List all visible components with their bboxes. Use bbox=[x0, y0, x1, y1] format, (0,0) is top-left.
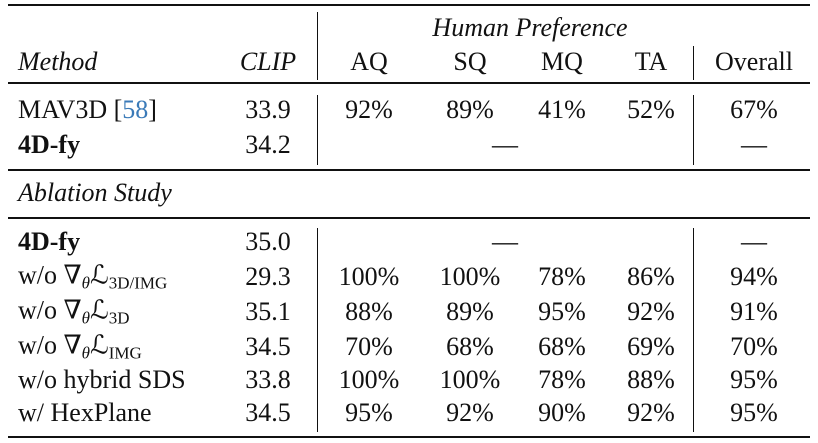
method-name: w/o hybrid SDS bbox=[18, 365, 186, 394]
column-header: AQ bbox=[350, 47, 388, 76]
overall-score: 95% bbox=[730, 365, 778, 394]
section-rule bbox=[8, 217, 810, 219]
preference-score: 88% bbox=[345, 297, 393, 326]
preference-empty: — bbox=[492, 227, 518, 256]
method-text: w/o ∇ bbox=[18, 260, 82, 290]
column-header: CLIP bbox=[239, 47, 297, 76]
column-header: SQ bbox=[453, 47, 487, 76]
preference-score: 95% bbox=[345, 398, 393, 427]
preference-score: 92% bbox=[345, 95, 393, 124]
preference-score: 41% bbox=[538, 95, 586, 124]
method-cell: w/o ∇θℒ3D bbox=[18, 295, 130, 328]
clip-score: 33.8 bbox=[245, 365, 291, 394]
loss-symbol: ℒ bbox=[90, 260, 109, 290]
column-divider bbox=[693, 95, 694, 165]
method-name: 4D-fy bbox=[18, 227, 81, 256]
method-cell: w/ HexPlane bbox=[18, 400, 152, 426]
preference-score: 92% bbox=[627, 297, 675, 326]
citation-bracket: [ bbox=[113, 95, 123, 124]
group-header: Human Preference bbox=[432, 13, 628, 42]
clip-score: 35.0 bbox=[245, 227, 291, 256]
clip-score: 34.5 bbox=[245, 398, 291, 427]
method-name: MAV3D bbox=[18, 95, 108, 124]
clip-score: 35.1 bbox=[245, 297, 291, 326]
clip-score: 33.9 bbox=[245, 95, 291, 124]
clip-score: 29.3 bbox=[245, 262, 291, 291]
method-cell: 4D-fy bbox=[18, 229, 80, 255]
overall-score: 94% bbox=[730, 262, 778, 291]
preference-score: 70% bbox=[345, 332, 393, 361]
method-cell: 4D-fy bbox=[18, 132, 80, 158]
preference-score: 78% bbox=[538, 365, 586, 394]
method-name: w/ HexPlane bbox=[18, 398, 152, 427]
method-cell: w/o hybrid SDS bbox=[18, 367, 186, 393]
overall-score: — bbox=[741, 130, 767, 159]
method-cell: MAV3D [58] bbox=[18, 97, 157, 123]
preference-score: 52% bbox=[627, 95, 675, 124]
preference-score: 89% bbox=[446, 297, 494, 326]
method-cell: w/o ∇θℒIMG bbox=[18, 330, 142, 363]
overall-score: 70% bbox=[730, 332, 778, 361]
overall-score: 95% bbox=[730, 398, 778, 427]
gradient-subscript: θ bbox=[81, 273, 91, 293]
loss-subscript: 3D/IMG bbox=[108, 273, 168, 293]
preference-score: 68% bbox=[446, 332, 494, 361]
section-title: Ablation Study bbox=[18, 178, 172, 207]
preference-score: 89% bbox=[446, 95, 494, 124]
loss-subscript: 3D bbox=[108, 308, 130, 328]
column-divider bbox=[317, 228, 318, 432]
column-header: MQ bbox=[541, 47, 583, 76]
column-divider bbox=[693, 46, 694, 80]
column-divider bbox=[693, 228, 694, 432]
column-header: Method bbox=[18, 47, 98, 76]
clip-score: 34.2 bbox=[245, 130, 291, 159]
column-header: Overall bbox=[715, 47, 793, 76]
preference-score: 100% bbox=[439, 262, 501, 291]
gradient-subscript: θ bbox=[81, 308, 91, 328]
bottom-rule bbox=[8, 436, 810, 438]
citation-bracket: ] bbox=[148, 95, 157, 124]
column-divider bbox=[317, 95, 318, 165]
overall-score: 67% bbox=[730, 95, 778, 124]
preference-score: 88% bbox=[627, 365, 675, 394]
preference-score: 95% bbox=[538, 297, 586, 326]
preference-score: 90% bbox=[538, 398, 586, 427]
column-header: TA bbox=[634, 47, 668, 76]
preference-score: 92% bbox=[627, 398, 675, 427]
loss-symbol: ℒ bbox=[90, 330, 109, 360]
section-rule bbox=[8, 169, 810, 171]
method-cell: w/o ∇θℒ3D/IMG bbox=[18, 260, 168, 293]
method-text: w/o ∇ bbox=[18, 330, 82, 360]
preference-score: 68% bbox=[538, 332, 586, 361]
overall-score: — bbox=[741, 227, 767, 256]
preference-score: 100% bbox=[439, 365, 501, 394]
method-text: w/o ∇ bbox=[18, 295, 82, 325]
loss-subscript: IMG bbox=[108, 343, 142, 363]
preference-empty: — bbox=[492, 130, 518, 159]
citation: 58 bbox=[122, 95, 149, 124]
method-name: 4D-fy bbox=[18, 130, 81, 159]
preference-score: 100% bbox=[338, 262, 400, 291]
preference-score: 69% bbox=[627, 332, 675, 361]
gradient-subscript: θ bbox=[81, 343, 91, 363]
preference-score: 78% bbox=[538, 262, 586, 291]
preference-score: 100% bbox=[338, 365, 400, 394]
header-rule bbox=[8, 82, 810, 84]
overall-score: 91% bbox=[730, 297, 778, 326]
preference-score: 92% bbox=[446, 398, 494, 427]
column-divider bbox=[317, 12, 318, 80]
preference-score: 86% bbox=[627, 262, 675, 291]
loss-symbol: ℒ bbox=[90, 295, 109, 325]
top-rule bbox=[8, 4, 810, 6]
clip-score: 34.5 bbox=[245, 332, 291, 361]
